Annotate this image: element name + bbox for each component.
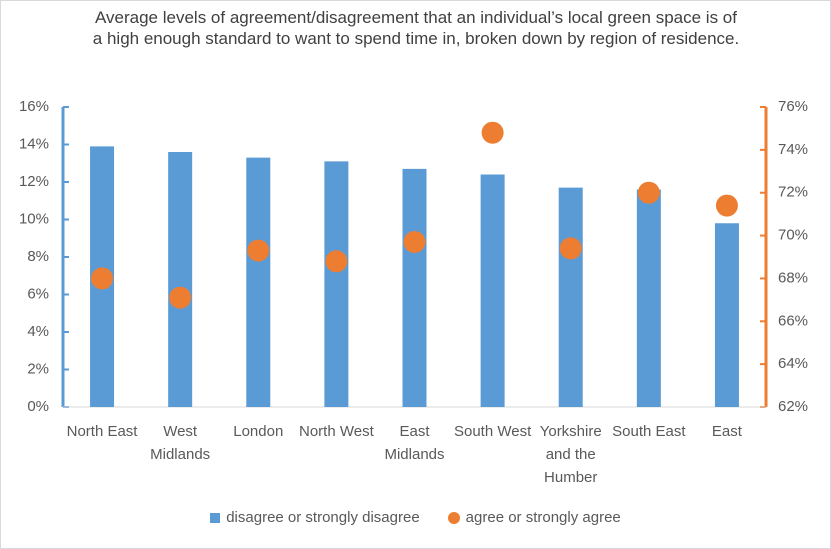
point <box>403 231 426 253</box>
bar <box>714 223 739 407</box>
legend-swatch <box>447 511 460 524</box>
y-tick-label: 0% <box>27 398 49 415</box>
y2-tick-label: 74% <box>778 141 808 158</box>
bar <box>246 157 271 407</box>
point <box>325 250 348 273</box>
bar <box>480 174 505 407</box>
y2-tick-label: 62% <box>778 398 808 415</box>
bar <box>402 168 427 407</box>
point <box>91 267 114 290</box>
y2-tick-label: 66% <box>778 312 808 329</box>
y-tick-label: 6% <box>27 285 49 302</box>
y2-tick-label: 68% <box>778 269 808 286</box>
y2-tick-label: 64% <box>778 355 808 372</box>
y-tick-label: 8% <box>27 248 49 265</box>
y2-tick-label: 76% <box>778 98 808 115</box>
point <box>481 121 504 144</box>
x-tick-label: North West <box>299 423 374 440</box>
point <box>715 194 738 217</box>
x-tick-label: West Midlands <box>150 423 211 463</box>
bar <box>168 152 193 407</box>
x-tick-label: East <box>711 423 742 440</box>
legend-swatch <box>210 512 221 523</box>
x-tick-label: South West <box>453 423 532 440</box>
point <box>247 239 270 262</box>
x-tick-label: North East <box>66 423 138 440</box>
legend-item: agree or strongly agree <box>447 509 621 526</box>
legend-label: agree or strongly agree <box>465 509 621 526</box>
y2-tick-label: 72% <box>778 184 808 201</box>
x-tick-label: London <box>233 423 284 440</box>
point <box>637 181 660 204</box>
x-tick-label: Yorkshire and the Humber <box>539 423 602 486</box>
y2-tick-label: 70% <box>778 227 808 244</box>
point <box>559 237 582 260</box>
y-tick-label: 10% <box>19 210 49 227</box>
y-tick-label: 12% <box>19 173 49 190</box>
y-tick-label: 2% <box>27 360 49 377</box>
bar <box>558 187 583 407</box>
bar <box>324 161 349 407</box>
legend: disagree or strongly disagree agree or st… <box>1 509 830 526</box>
legend-label: disagree or strongly disagree <box>226 509 420 526</box>
chart-title: Average levels of agreement/disagreement… <box>92 8 740 48</box>
bar <box>636 189 661 407</box>
y-tick-label: 4% <box>27 323 49 340</box>
point <box>169 286 192 309</box>
y-tick-label: 14% <box>19 135 49 152</box>
x-tick-label: South East <box>612 423 686 440</box>
y-tick-label: 16% <box>19 98 49 115</box>
x-tick-label: East Midlands <box>384 423 445 463</box>
legend-item: disagree or strongly disagree <box>210 509 420 526</box>
